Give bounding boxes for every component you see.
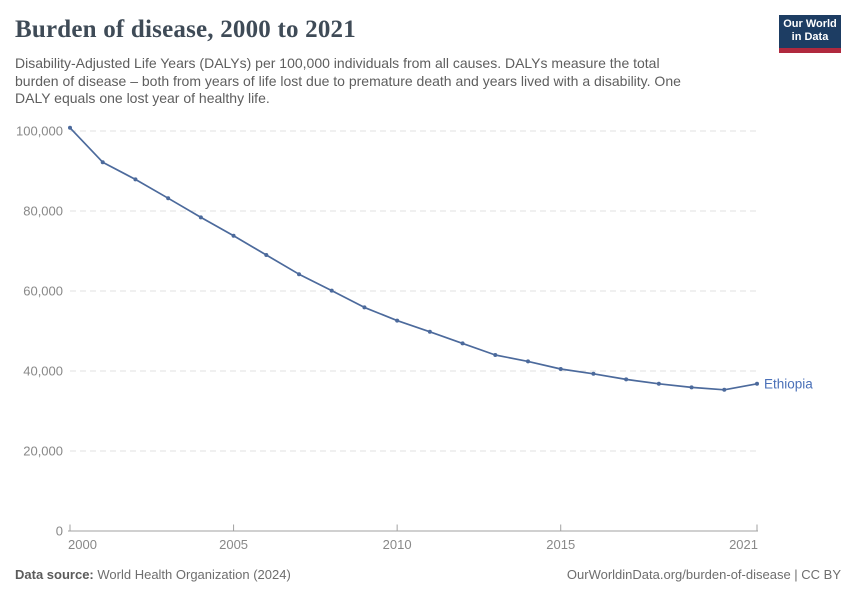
series-line-ethiopia[interactable] bbox=[69, 126, 758, 391]
subtitle-line-3: DALY equals one lost year of healthy lif… bbox=[15, 90, 270, 106]
y-axis-label-100000: 100,000 bbox=[16, 124, 63, 139]
data-point-ethiopia-2019[interactable] bbox=[689, 385, 694, 390]
data-point-ethiopia-2002[interactable] bbox=[133, 177, 138, 182]
data-point-ethiopia-2009[interactable] bbox=[362, 305, 367, 310]
data-point-ethiopia-2007[interactable] bbox=[297, 272, 301, 277]
y-axis-label-60000: 60,000 bbox=[23, 284, 63, 299]
data-point-ethiopia-2006[interactable] bbox=[264, 253, 269, 257]
series-label-ethiopia[interactable]: Ethiopia bbox=[764, 376, 813, 391]
x-axis-label-2000: 2000 bbox=[68, 537, 97, 552]
x-axis-label-2005: 2005 bbox=[219, 537, 248, 552]
data-source-note: Data source: World Health Organization (… bbox=[15, 567, 291, 582]
data-point-ethiopia-2015[interactable] bbox=[558, 367, 563, 371]
license-link[interactable]: OurWorldinData.org/burden-of-disease | C… bbox=[566, 567, 841, 582]
subtitle-line-2: burden of disease – both from years of l… bbox=[15, 72, 681, 89]
data-point-ethiopia-2001[interactable] bbox=[100, 160, 105, 165]
data-point-ethiopia-2020[interactable] bbox=[722, 387, 727, 392]
data-source-value: World Health Organization (2024) bbox=[97, 567, 291, 582]
data-point-ethiopia-2018[interactable] bbox=[656, 381, 661, 386]
data-point-ethiopia-2013[interactable] bbox=[493, 353, 498, 357]
data-point-ethiopia-2011[interactable] bbox=[427, 329, 432, 334]
owid-logo[interactable]: Our World in Data bbox=[779, 15, 841, 53]
chart-subtitle: Disability-Adjusted Life Years (DALYs) p… bbox=[15, 55, 775, 108]
y-axis-label-20000: 20,000 bbox=[23, 444, 63, 459]
chart-title: Burden of disease, 2000 to 2021 bbox=[15, 16, 356, 43]
data-point-ethiopia-2016[interactable] bbox=[591, 371, 596, 376]
data-point-ethiopia-2000[interactable] bbox=[68, 125, 72, 130]
y-axis-label-40000: 40,000 bbox=[23, 364, 63, 379]
owid-logo-line-1: Our World bbox=[783, 18, 837, 30]
x-axis-label-2015: 2015 bbox=[546, 537, 575, 552]
data-point-ethiopia-2012[interactable] bbox=[460, 341, 465, 346]
x-axis-label-2021: 2021 bbox=[729, 537, 758, 552]
y-axis-label-80000: 80,000 bbox=[23, 204, 63, 219]
y-axis-label-0: 0 bbox=[56, 524, 63, 539]
owid-logo-line-2: in Data bbox=[791, 31, 829, 43]
data-point-ethiopia-2004[interactable] bbox=[198, 215, 203, 220]
subtitle-line-1: Disability-Adjusted Life Years (DALYs) p… bbox=[15, 55, 660, 71]
data-point-ethiopia-2003[interactable] bbox=[166, 196, 171, 201]
data-point-ethiopia-2005[interactable] bbox=[231, 233, 236, 238]
data-source-label: Data source: bbox=[15, 567, 94, 582]
data-point-ethiopia-2017[interactable] bbox=[624, 377, 629, 382]
data-point-ethiopia-2014[interactable] bbox=[526, 359, 530, 364]
x-axis-label-2010: 2010 bbox=[383, 537, 412, 552]
data-point-ethiopia-2008[interactable] bbox=[329, 288, 334, 293]
data-point-ethiopia-2010[interactable] bbox=[395, 318, 400, 323]
data-point-ethiopia-2021[interactable] bbox=[755, 381, 759, 386]
